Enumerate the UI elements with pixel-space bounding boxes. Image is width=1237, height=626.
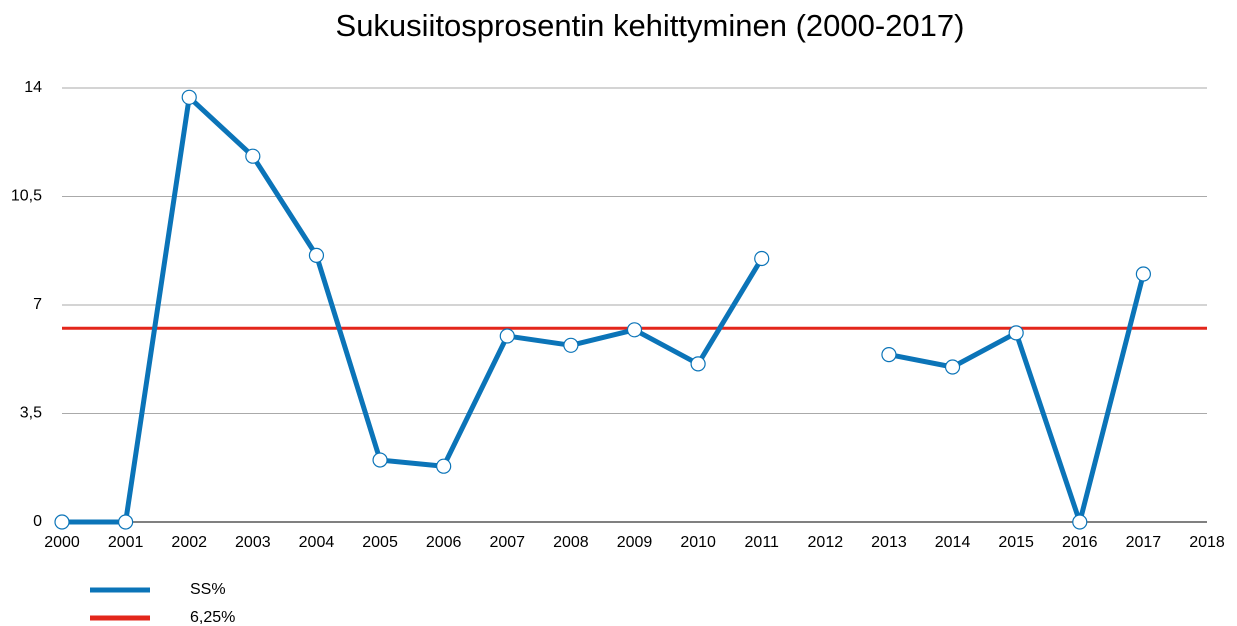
point-marker [308, 247, 325, 263]
x-tick-label: 2000 [44, 534, 80, 551]
x-tick-label: 2017 [1126, 534, 1162, 551]
x-tick-label: 2005 [362, 534, 398, 551]
point-marker [690, 356, 706, 372]
point-marker [944, 359, 961, 375]
point-marker [54, 514, 70, 530]
y-tick-label: 10,5 [11, 188, 42, 205]
point-marker [1008, 325, 1024, 341]
point-marker [754, 250, 770, 267]
y-tick-label: 0 [33, 513, 42, 530]
x-tick-label: 2009 [617, 534, 653, 551]
x-tick-label: 2006 [426, 534, 462, 551]
chart-title: Sukusiitosprosentin kehittyminen (2000-2… [336, 8, 965, 43]
point-marker [1072, 514, 1088, 530]
x-tick-label: 2002 [171, 534, 207, 551]
y-tick-label: 3,5 [20, 405, 42, 422]
y-tick-label: 7 [33, 296, 42, 313]
point-marker [436, 458, 452, 474]
y-tick-label: 14 [24, 79, 42, 96]
point-marker [245, 148, 261, 164]
legend-label: 6,25% [190, 609, 235, 626]
point-marker [563, 337, 579, 353]
point-marker [1135, 266, 1151, 282]
x-tick-label: 2012 [808, 534, 844, 551]
point-marker [181, 89, 197, 105]
x-tick-label: 2013 [871, 534, 907, 551]
point-marker [881, 347, 897, 363]
x-tick-label: 2015 [998, 534, 1034, 551]
x-tick-label: 2011 [745, 534, 780, 551]
legend-label: SS% [190, 581, 226, 598]
x-tick-label: 2016 [1062, 534, 1098, 551]
x-tick-label: 2018 [1189, 534, 1225, 551]
x-tick-label: 2010 [680, 534, 716, 551]
point-marker [372, 452, 388, 468]
point-marker [499, 328, 515, 344]
x-tick-label: 2004 [299, 534, 335, 551]
point-marker [118, 514, 134, 530]
x-tick-label: 2007 [489, 534, 525, 551]
series-line [62, 94, 1146, 525]
x-tick-label: 2014 [935, 534, 971, 551]
x-tick-label: 2001 [108, 534, 144, 551]
point-marker [626, 322, 643, 338]
x-tick-label: 2008 [553, 534, 589, 551]
x-tick-label: 2003 [235, 534, 271, 551]
